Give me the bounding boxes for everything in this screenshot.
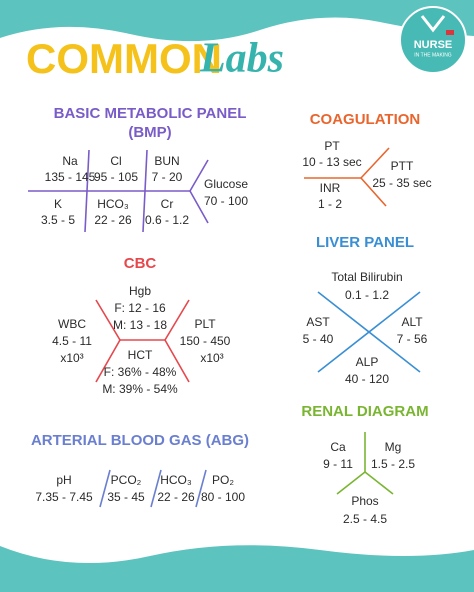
- lab-name: Total Bilirubin: [331, 270, 402, 284]
- divider: [95, 339, 121, 383]
- lab-range: 1.5 - 2.5: [371, 457, 415, 471]
- lab-range: 150 - 450: [180, 334, 231, 348]
- lab-name: PT: [324, 139, 340, 153]
- lab-name: Hgb: [129, 284, 151, 298]
- lab-name: Na: [62, 154, 78, 168]
- lab-range: 7.35 - 7.45: [35, 490, 93, 504]
- lab-name: Phos: [351, 494, 378, 508]
- lab-range: 40 - 120: [345, 372, 389, 386]
- title-main: COMMON: [26, 35, 222, 82]
- lab-range: 25 - 35 sec: [372, 176, 431, 190]
- paper: [0, 17, 474, 564]
- divider: [317, 291, 421, 373]
- lab-range: 3.5 - 5: [41, 213, 75, 227]
- lab-unit: x10³: [60, 351, 83, 365]
- lab-range: 22 - 26: [94, 213, 132, 227]
- lab-unit: x10³: [200, 351, 223, 365]
- logo-mark: [420, 15, 446, 33]
- lab-name: BUN: [154, 154, 179, 168]
- lab-range: 95 - 105: [94, 170, 138, 184]
- divider: [360, 177, 387, 207]
- cbc-section: CBC Hgb F: 12 - 16 M: 13 - 18 WBC 4.5 - …: [52, 255, 231, 396]
- renal-section: RENAL DIAGRAM Ca 9 - 11 Mg 1.5 - 2.5 Pho…: [301, 403, 428, 526]
- lab-range: 135 - 145: [45, 170, 96, 184]
- lab-name: Ca: [330, 440, 346, 454]
- lab-name: ALP: [356, 355, 379, 369]
- section-title: RENAL DIAGRAM: [301, 403, 428, 420]
- lab-range: 1 - 2: [318, 197, 342, 211]
- lab-name: INR: [320, 181, 341, 195]
- lab-name: Glucose: [204, 177, 248, 191]
- lab-range: 5 - 40: [303, 332, 334, 346]
- logo-name: NURSE: [414, 39, 453, 51]
- lab-range: 80 - 100: [201, 490, 245, 504]
- lab-range: F: 36% - 48%: [104, 365, 177, 379]
- section-subtitle: (BMP): [128, 124, 171, 141]
- lab-name: Mg: [385, 440, 402, 454]
- lab-name: HCO₃: [97, 197, 129, 211]
- lab-name: PTT: [391, 159, 414, 173]
- divider: [189, 159, 209, 192]
- lab-range: 70 - 100: [204, 194, 248, 208]
- lab-range: 22 - 26: [157, 490, 195, 504]
- divider: [84, 149, 90, 233]
- logo: [399, 6, 467, 74]
- coagulation-section: COAGULATION PT 10 - 13 sec INR 1 - 2 PTT…: [302, 111, 431, 211]
- lab-name: K: [54, 197, 62, 211]
- lab-name: Cr: [161, 197, 174, 211]
- lab-name: HCT: [128, 348, 153, 362]
- section-title: CBC: [124, 255, 157, 272]
- divider: [164, 299, 190, 341]
- divider: [95, 299, 121, 341]
- logo-flag: [446, 30, 454, 35]
- section-title: COAGULATION: [310, 111, 421, 128]
- logo-tagline: IN THE MAKING: [414, 52, 452, 58]
- lab-range: 7 - 20: [152, 170, 183, 184]
- lab-range: M: 39% - 54%: [102, 382, 178, 396]
- section-title: BASIC METABOLIC PANEL: [54, 105, 247, 122]
- lab-range: 35 - 45: [107, 490, 145, 504]
- lab-name: Cl: [110, 154, 121, 168]
- lab-name: AST: [306, 315, 330, 329]
- divider: [142, 149, 148, 233]
- divider: [336, 471, 366, 495]
- bmp-section: BASIC METABOLIC PANEL (BMP) Na 135 - 145…: [28, 105, 248, 233]
- lab-range: M: 13 - 18: [113, 318, 167, 332]
- lab-name: HCO₃: [160, 473, 192, 487]
- lab-name: PCO₂: [111, 473, 142, 487]
- divider: [360, 147, 390, 179]
- liver-section: LIVER PANEL Total Bilirubin 0.1 - 1.2 AS…: [303, 234, 428, 386]
- divider: [99, 469, 111, 508]
- divider: [195, 469, 207, 508]
- lab-range: 10 - 13 sec: [302, 155, 361, 169]
- divider: [150, 469, 162, 508]
- divider: [189, 190, 209, 224]
- lab-name: PLT: [194, 317, 216, 331]
- lab-name: WBC: [58, 317, 86, 331]
- lab-range: 0.1 - 1.2: [345, 288, 389, 302]
- section-title: LIVER PANEL: [316, 234, 414, 251]
- lab-range: F: 12 - 16: [114, 301, 166, 315]
- abg-section: ARTERIAL BLOOD GAS (ABG) pH 7.35 - 7.45 …: [31, 432, 249, 508]
- lab-name: ALT: [401, 315, 423, 329]
- lab-range: 4.5 - 11: [52, 334, 92, 348]
- lab-name: PO₂: [212, 473, 234, 487]
- section-title: ARTERIAL BLOOD GAS (ABG): [31, 432, 249, 449]
- lab-range: 2.5 - 4.5: [343, 512, 387, 526]
- lab-range: 9 - 11: [323, 457, 353, 471]
- lab-range: 0.6 - 1.2: [145, 213, 189, 227]
- title-script: Labs: [199, 36, 284, 82]
- divider: [164, 339, 190, 383]
- divider: [364, 471, 394, 495]
- lab-name: pH: [56, 473, 71, 487]
- lab-range: 7 - 56: [397, 332, 428, 346]
